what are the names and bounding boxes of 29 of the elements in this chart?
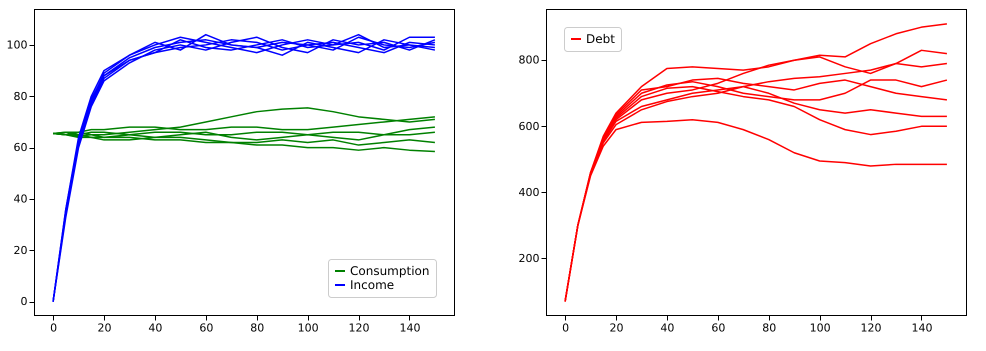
- x-tick-label: 140: [911, 322, 932, 334]
- x-tick-label: 120: [348, 322, 370, 334]
- x-tick-label: 80: [250, 322, 264, 334]
- x-tick-label: 100: [810, 322, 831, 334]
- y-tick-label: 800: [518, 54, 540, 67]
- x-tick-label: 60: [199, 322, 214, 334]
- y-tick-label: 200: [518, 252, 540, 265]
- y-tick-label: 100: [6, 38, 28, 52]
- y-tick-label: 0: [20, 295, 28, 308]
- y-tick-label: 80: [14, 90, 28, 103]
- x-tick-label: 40: [148, 322, 162, 334]
- y-tick-label: 40: [14, 192, 28, 206]
- y-tick-label: 400: [518, 186, 540, 199]
- legend-label: Consumption: [350, 264, 430, 278]
- x-tick-label: 60: [711, 322, 726, 334]
- x-tick-label: 40: [660, 322, 674, 334]
- x-tick-label: 20: [610, 322, 624, 334]
- legend-label: Income: [350, 278, 394, 292]
- legend-label: Debt: [586, 32, 616, 46]
- x-tick-label: 120: [860, 322, 882, 334]
- y-tick-label: 60: [14, 141, 28, 154]
- x-tick-label: 140: [399, 322, 420, 334]
- x-tick-label: 0: [50, 322, 58, 334]
- x-tick-label: 80: [762, 322, 776, 334]
- y-tick-label: 600: [518, 120, 540, 133]
- x-tick-label: 100: [298, 322, 319, 334]
- x-tick-label: 20: [98, 322, 112, 334]
- y-tick-label: 20: [14, 244, 28, 257]
- x-tick-label: 0: [562, 322, 570, 334]
